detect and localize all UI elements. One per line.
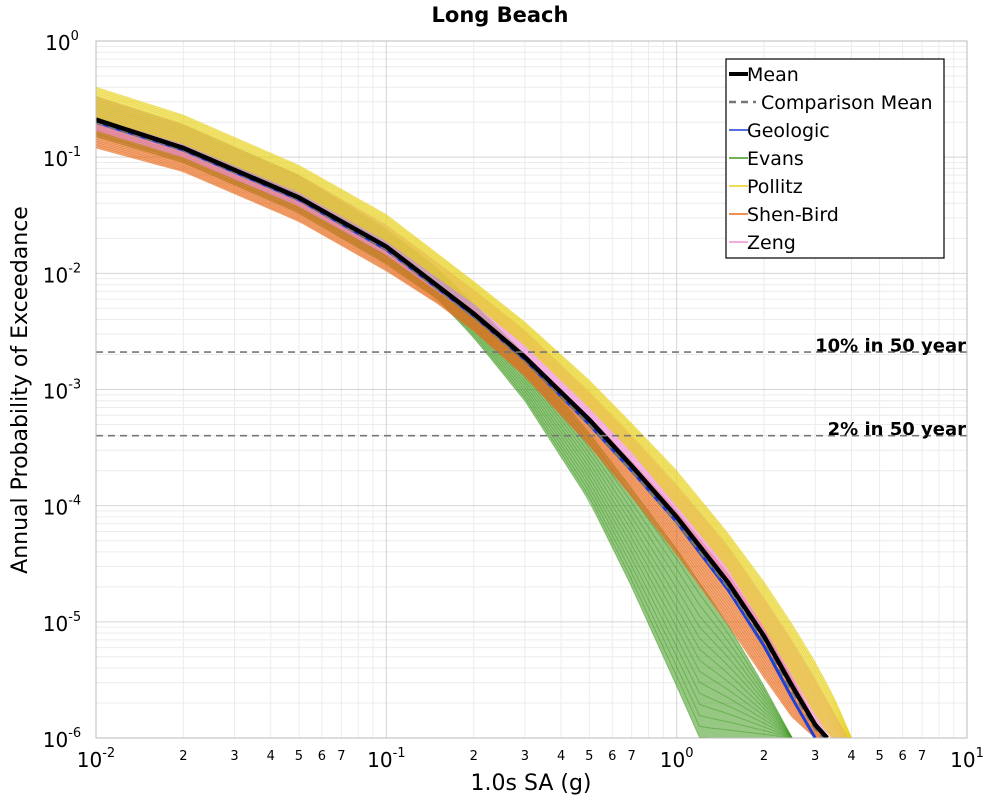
- band-sample-curve: [96, 136, 828, 738]
- x-tick-label: 101: [950, 746, 984, 772]
- y-tick-label: 10-2: [43, 261, 81, 287]
- legend-item: Zeng: [729, 232, 796, 254]
- band-sample-curve: [96, 91, 852, 738]
- x-minor-tick-label: 6: [898, 749, 906, 764]
- x-minor-tick-label: 2: [760, 749, 768, 764]
- y-tick-label: 10-4: [43, 494, 81, 520]
- x-minor-tick-label: 5: [295, 749, 303, 764]
- band-sample-curve: [96, 116, 852, 738]
- x-minor-tick-label: 3: [811, 749, 819, 764]
- x-minor-tick-label: 3: [521, 749, 529, 764]
- y-tick-label: 10-5: [43, 610, 81, 636]
- x-minor-tick-label: 4: [557, 749, 565, 764]
- band-pollitz: [96, 86, 852, 738]
- band-sample-curve: [96, 138, 828, 738]
- x-minor-tick-label: 4: [267, 749, 275, 764]
- band-sample-curve: [96, 106, 852, 738]
- x-tick-label: 10-2: [77, 746, 115, 772]
- band-sample-curve: [96, 101, 852, 738]
- x-minor-tick-label: 7: [918, 749, 926, 764]
- x-axis-label: 1.0s SA (g): [471, 771, 592, 796]
- band-sample-curve: [96, 104, 852, 738]
- x-minor-tick-label: 7: [337, 749, 345, 764]
- x-minor-tick-label: 5: [875, 749, 883, 764]
- x-minor-tick-label: 6: [608, 749, 616, 764]
- band-sample-curve: [96, 95, 852, 738]
- legend-label: Zeng: [747, 232, 796, 254]
- reference-lines: 10% in 50 year 2% in 50 year: [96, 336, 967, 440]
- band-sample-curve: [96, 147, 828, 738]
- band-sample-curve: [96, 88, 852, 738]
- band-sample-curve: [96, 140, 828, 738]
- x-tick-label: 10-1: [367, 746, 405, 772]
- legend-item: Mean: [729, 64, 799, 86]
- band-sample-curve: [96, 145, 828, 738]
- band-sample-curve: [96, 97, 852, 738]
- band-sample-curve: [96, 93, 852, 738]
- x-minor-tick-label: 3: [230, 749, 238, 764]
- legend-label: Comparison Mean: [761, 92, 933, 114]
- y-tick-label: 10-1: [43, 145, 81, 171]
- band-sample-curve: [96, 117, 849, 738]
- legend-label: Pollitz: [747, 176, 803, 198]
- band-sample-curve: [96, 134, 828, 738]
- legend-box: [725, 58, 945, 259]
- band-sample-curve: [96, 110, 852, 738]
- legend-label: Mean: [747, 64, 799, 86]
- band-fill: [96, 96, 793, 738]
- y-axis-label: Annual Probability of Exceedance: [8, 206, 33, 574]
- legend-label: Geologic: [747, 120, 830, 142]
- reference-line-label: 10% in 50 year: [815, 336, 966, 357]
- mean-curves: [96, 117, 829, 738]
- curve-mean: [96, 117, 829, 738]
- band-sample-curve: [96, 112, 852, 738]
- band-sample-curve: [96, 132, 828, 738]
- plot-frame: [95, 40, 968, 739]
- legend: Mean Comparison Mean Geologic Evans Pollitz S…: [725, 58, 945, 259]
- band-sample-curve: [96, 108, 852, 738]
- legend-item: Geologic: [729, 120, 830, 142]
- chart-title: Long Beach: [432, 3, 569, 27]
- x-minor-tick-label: 2: [470, 749, 478, 764]
- band-sample-curve: [96, 143, 828, 738]
- legend-item: Pollitz: [729, 176, 803, 198]
- y-tick-label: 10-3: [43, 378, 81, 404]
- band-sample-curve: [96, 141, 828, 738]
- x-minor-tick-label: 6: [318, 749, 326, 764]
- x-tick-label: 100: [660, 746, 694, 772]
- band-sample-curve: [96, 114, 852, 738]
- legend-item: Comparison Mean: [729, 92, 933, 114]
- band-sample-curve: [96, 99, 852, 738]
- x-minor-tick-label: 5: [585, 749, 593, 764]
- x-minor-tick-label: 4: [847, 749, 855, 764]
- legend-label: Evans: [747, 148, 804, 170]
- y-tick-label: 100: [45, 29, 79, 55]
- y-axis-ticks: 100 10-1 10-2 10-3 10-4 10-5 10-6: [43, 29, 81, 752]
- reference-line-label: 2% in 50 year: [828, 419, 966, 440]
- x-minor-tick-label: 7: [628, 749, 636, 764]
- x-minor-tick-label: 2: [179, 749, 187, 764]
- band-sample-curve: [96, 86, 852, 738]
- legend-item: Shen-Bird: [729, 204, 839, 226]
- legend-item: Evans: [729, 148, 804, 170]
- y-tick-label: 10-6: [43, 726, 81, 752]
- legend-label: Shen-Bird: [747, 204, 839, 226]
